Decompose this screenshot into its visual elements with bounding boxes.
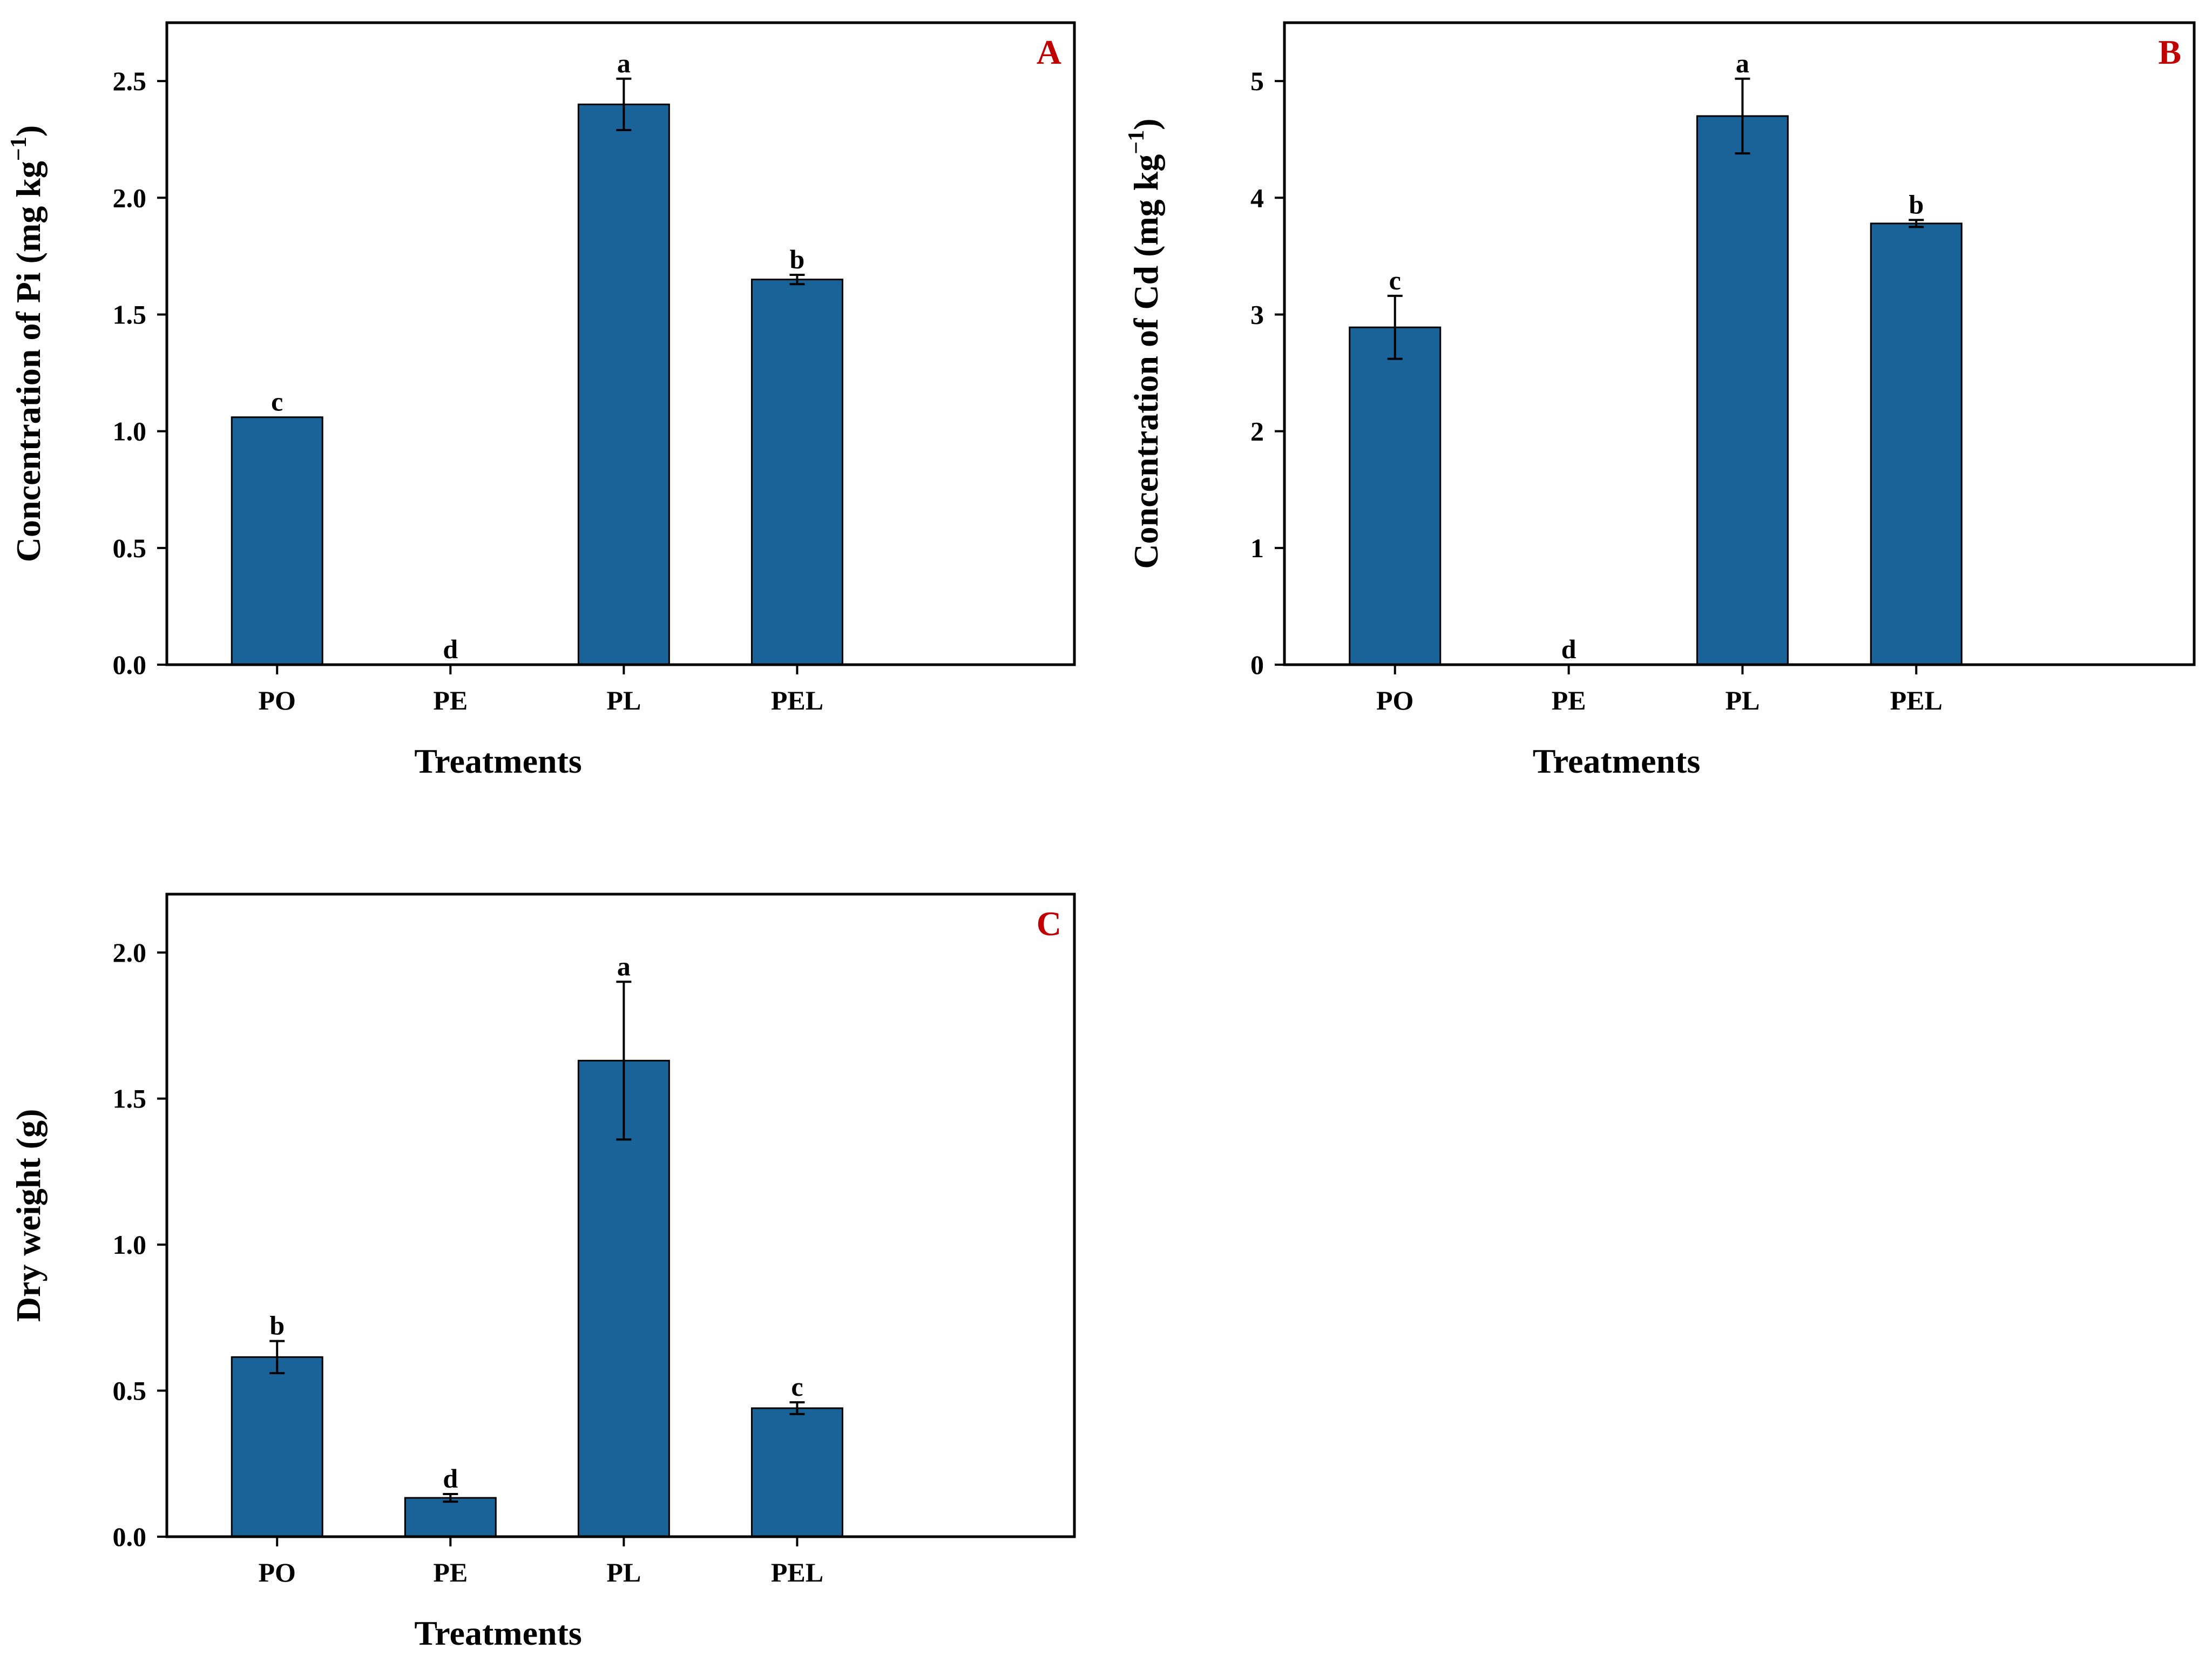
panel-c-x-tick-label-pe: PE — [433, 1557, 468, 1587]
panel-c-y-tick-label: 0.0 — [113, 1522, 147, 1552]
panel-c-x-tick-label-pel: PEL — [771, 1557, 823, 1587]
panel-a-y-tick-label: 0.5 — [113, 533, 147, 563]
panel-b-y-tick-label: 2 — [1250, 416, 1264, 447]
panel-b-y-tick-label: 4 — [1250, 183, 1264, 213]
chart-panel-a: c PO d PE a PL b PEL 0.0 0.5 1.0 1.5 2.0 2.5 A Treatmen… — [6, 21, 1076, 780]
panel-b-significance-pl: a — [1736, 48, 1749, 78]
panel-b-y-axis-title-superscript: −1 — [1124, 130, 1149, 154]
panel-a-y-tick-label: 2.0 — [113, 183, 147, 213]
panel-a-x-tick-label-po: PO — [259, 685, 296, 715]
panel-a-plot-frame — [165, 21, 1076, 666]
panel-c-significance-pel: c — [791, 1371, 803, 1402]
panel-a-significance-pe: d — [443, 634, 458, 664]
panel-c-y-tick-label: 2.0 — [113, 937, 147, 968]
panel-c-bar-pe — [404, 1497, 497, 1538]
panel-c-significance-pl: a — [617, 951, 631, 981]
panel-c-y-axis-title-main: Dry weight (g) — [9, 1109, 48, 1322]
panel-b-x-tick-label-pel: PEL — [1890, 685, 1943, 715]
panel-b-bar-po — [1349, 326, 1442, 666]
panel-c-bar-po — [231, 1356, 323, 1538]
panel-a-y-tick-label: 0.0 — [113, 650, 147, 680]
panel-a-bar-pel — [750, 279, 843, 666]
panel-c-y-axis-title: Dry weight (g) — [9, 1109, 48, 1322]
panel-a-bar-po — [231, 416, 323, 666]
panel-b-x-tick-label-pl: PL — [1725, 685, 1760, 715]
panel-b-y-axis-title: Concentration of Cd (mg kg−1) — [1124, 118, 1165, 569]
panel-c-significance-po: b — [269, 1310, 285, 1341]
panel-b-y-axis-title-main: Concentration of Cd (mg kg — [1127, 154, 1165, 569]
panel-a-x-tick-label-pe: PE — [433, 685, 468, 715]
panel-a-y-tick-label: 2.5 — [113, 66, 147, 96]
panel-b-y-tick-label: 0 — [1250, 650, 1264, 680]
panel-b-y-tick-label: 5 — [1250, 66, 1264, 96]
panel-a-significance-pl: a — [617, 48, 631, 78]
panel-c-panel-label: C — [1037, 904, 1061, 943]
panel-c-y-tick-label: 0.5 — [113, 1376, 147, 1406]
panel-b-significance-pe: d — [1561, 634, 1577, 664]
panel-c-y-tick-label: 1.5 — [113, 1084, 147, 1114]
panel-b-y-axis-title-tail: ) — [1127, 118, 1165, 130]
panel-a-y-axis-title-superscript: −1 — [6, 137, 31, 161]
panel-b-significance-pel: b — [1909, 189, 1924, 219]
chart-panel-c: b PO d PE a PL c PEL 0.0 0.5 1.0 1.5 2.0 C Treatments D… — [9, 893, 1076, 1652]
panel-a-y-axis-title-main: Concentration of Pi (mg kg — [9, 161, 48, 562]
panel-b-y-tick-label: 1 — [1250, 533, 1264, 563]
panel-c-x-tick-label-po: PO — [259, 1557, 296, 1587]
panel-b-x-tick-label-pe: PE — [1552, 685, 1586, 715]
panel-a-x-tick-label-pel: PEL — [771, 685, 823, 715]
panel-b-x-axis-title: Treatments — [1533, 742, 1700, 780]
panel-a-y-axis-title-tail: ) — [9, 125, 48, 137]
panel-c-bar-pel — [750, 1407, 843, 1538]
panel-c-plot-frame — [165, 893, 1076, 1538]
panel-a-x-tick-label-pl: PL — [606, 685, 641, 715]
panel-c-x-axis-title: Treatments — [414, 1614, 581, 1652]
panel-a-panel-label: A — [1037, 33, 1061, 71]
panel-b-bar-pl — [1696, 115, 1789, 666]
panel-b-x-tick-label-po: PO — [1376, 685, 1413, 715]
panel-c-y-tick-label: 1.0 — [113, 1229, 147, 1260]
panel-c-significance-pe: d — [443, 1463, 458, 1493]
panel-a-significance-po: c — [271, 387, 283, 417]
panel-a-y-tick-label: 1.5 — [113, 299, 147, 329]
panel-a-y-tick-label: 1.0 — [113, 416, 147, 447]
panel-a-significance-pel: b — [790, 244, 805, 274]
panel-b-y-tick-label: 3 — [1250, 299, 1264, 329]
panel-a-bar-pl — [577, 103, 670, 666]
panel-a-x-axis-title: Treatments — [414, 742, 581, 780]
panel-c-x-tick-label-pl: PL — [606, 1557, 641, 1587]
panel-a-y-axis-title: Concentration of Pi (mg kg−1) — [6, 125, 48, 562]
chart-panel-b: c PO d PE a PL b PEL 0 1 2 3 4 5 B Treatments Concentrat… — [1124, 21, 2196, 780]
panel-b-panel-label: B — [2158, 33, 2181, 71]
panel-b-bar-pel — [1870, 222, 1963, 666]
panel-b-significance-po: c — [1389, 265, 1401, 295]
panel-b-plot-frame — [1283, 21, 2196, 666]
